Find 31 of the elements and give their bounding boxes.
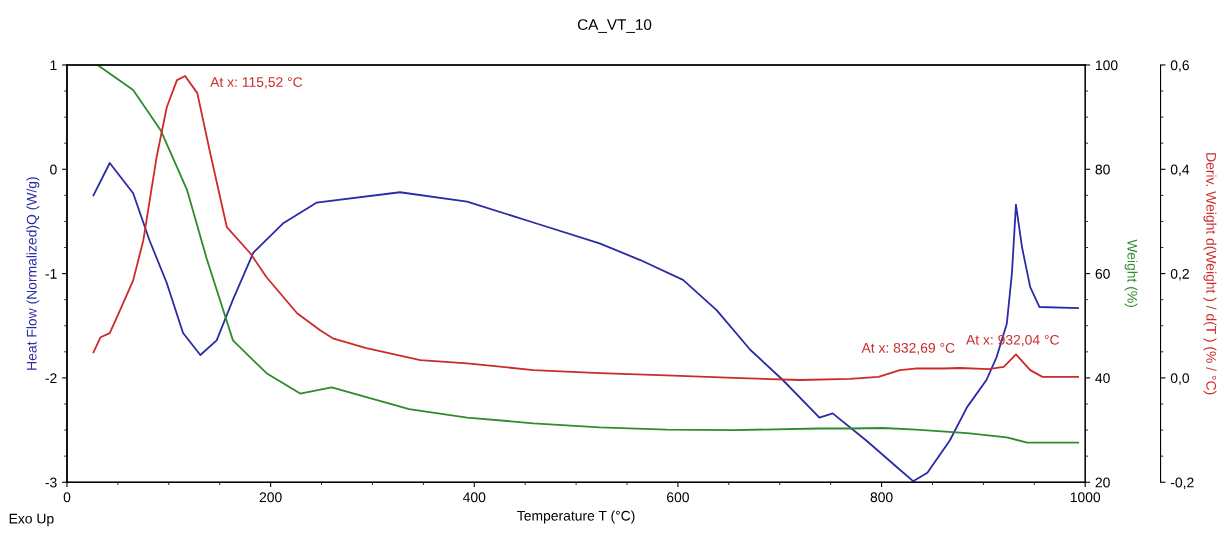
y-tick-label: 0	[50, 164, 57, 175]
y-tick-label: 1	[50, 60, 57, 71]
y-axis-title: Heat Flow (Normalized)Q (W/g)	[26, 177, 40, 370]
line-series	[92, 162, 1079, 483]
x-tick-label: 600	[667, 492, 689, 503]
y2-tick-label: 80	[1095, 164, 1110, 175]
y3-tick-label: 0,2	[1170, 268, 1189, 281]
line-series	[92, 75, 1079, 381]
y3-tick-label: 0,4	[1170, 164, 1190, 177]
y3-tick-label: -0,2	[1170, 477, 1194, 490]
y2-tick-label: 40	[1095, 373, 1110, 384]
annotation: At x: 115,52 °C	[210, 77, 303, 89]
annotation: At x: 832,69 °C	[861, 342, 955, 355]
x-tick-label: 0	[63, 492, 71, 503]
y3-tick-label: 0,6	[1170, 60, 1189, 72]
x-tick-label: 800	[870, 492, 893, 503]
y2-tick-label: 20	[1095, 477, 1110, 488]
x-tick-label: 200	[259, 492, 282, 503]
x-axis-title: Temperature T (°C)	[517, 510, 635, 524]
y-tick-label: -1	[45, 269, 57, 279]
chart-title: CA_VT_10	[577, 19, 652, 33]
x-tick-label: 400	[463, 492, 486, 503]
y3-axis-title: Deriv. Weight d(Weight ) / d(T ) (% / °C)	[1203, 153, 1217, 395]
y2-axis-title: Weight (%)	[1124, 239, 1138, 307]
x-tick-label: 1000	[1070, 492, 1101, 503]
text: Exo Up	[9, 513, 54, 527]
y-tick-label: -2	[45, 373, 57, 383]
y2-tick-label: 100	[1095, 60, 1118, 71]
y-tick-label: -3	[45, 477, 57, 488]
y2-tick-label: 60	[1095, 268, 1110, 279]
y3-tick-label: 0,0	[1170, 373, 1190, 385]
